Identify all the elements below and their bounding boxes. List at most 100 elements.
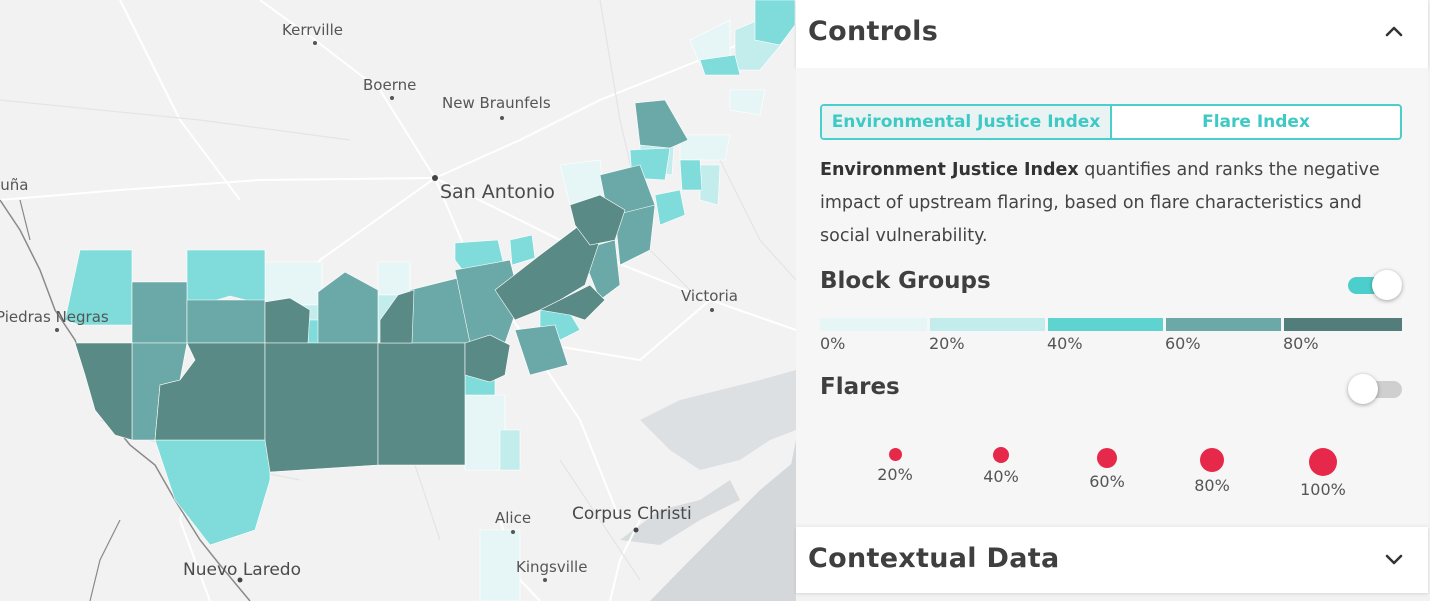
bay-water (640, 370, 796, 470)
block-group[interactable] (514, 324, 569, 376)
block-group[interactable] (264, 297, 311, 344)
roads (0, 0, 801, 601)
legend-swatch-80 (1284, 318, 1402, 331)
block-group[interactable] (479, 529, 521, 601)
block-group[interactable] (569, 194, 626, 246)
toggle-knob (1372, 270, 1402, 300)
block-group[interactable] (679, 134, 731, 161)
block-group[interactable] (679, 159, 703, 191)
block-group[interactable] (454, 259, 521, 344)
city-labels: Kerrville Boerne New Braunfels San Anton… (0, 21, 738, 583)
block-group[interactable] (654, 189, 686, 226)
legend-swatch-40 (1048, 318, 1163, 331)
contextual-data-header[interactable]: Contextual Data (796, 527, 1428, 593)
city-acuna: Acuña (0, 176, 28, 194)
city-new-braunfels: New Braunfels (442, 94, 551, 112)
block-group[interactable] (509, 234, 536, 266)
flare-size-label: 60% (1089, 472, 1125, 491)
block-group[interactable] (699, 164, 721, 206)
chevron-down-icon[interactable] (1382, 547, 1406, 571)
flare-size-label: 40% (983, 467, 1019, 486)
flare-size-item: 20% (860, 448, 930, 484)
legend-label: 0% (820, 334, 846, 353)
legend-swatch-60 (1166, 318, 1281, 331)
index-tabs: Environmental Justice Index Flare Index (820, 104, 1402, 140)
city-dot (55, 328, 59, 332)
flares-toggle[interactable] (1348, 374, 1402, 404)
flare-size-item: 40% (966, 447, 1036, 486)
chevron-up-icon[interactable] (1382, 20, 1406, 44)
block-group[interactable] (64, 249, 133, 326)
block-group[interactable] (74, 342, 133, 441)
contextual-data-title: Contextual Data (808, 543, 1060, 574)
city-kingsville: Kingsville (516, 558, 587, 576)
flare-dot (993, 447, 1009, 463)
side-panel: Controls Environmental Justice Index Fla… (796, 0, 1428, 601)
controls-body: Environmental Justice Index Flare Index … (796, 68, 1428, 524)
city-dot (313, 41, 317, 45)
legend-swatch-0 (820, 318, 927, 331)
border-line (19, 199, 31, 241)
flare-size-label: 80% (1194, 476, 1230, 495)
flare-size-label: 20% (877, 465, 913, 484)
block-group[interactable] (186, 299, 266, 344)
state-line (89, 519, 121, 601)
block-group[interactable] (614, 204, 656, 266)
city-dot (633, 527, 639, 533)
block-group[interactable] (131, 281, 188, 344)
block-group[interactable] (377, 342, 466, 466)
tab-environmental-justice-index[interactable]: Environmental Justice Index (822, 106, 1112, 138)
toggle-knob (1348, 374, 1378, 404)
block-group[interactable] (539, 284, 606, 321)
block-group[interactable] (499, 429, 521, 471)
block-group[interactable] (699, 54, 741, 76)
flare-dot (1200, 448, 1224, 472)
block-group[interactable] (186, 249, 266, 306)
city-dot (390, 96, 394, 100)
flares-title: Flares (820, 374, 900, 400)
city-dot (500, 116, 504, 120)
legend-label: 60% (1165, 334, 1201, 353)
city-nuevo-laredo: Nuevo Laredo (183, 560, 301, 580)
flare-size-item: 100% (1288, 448, 1358, 499)
block-groups-title: Block Groups (820, 268, 991, 294)
block-group[interactable] (754, 0, 796, 46)
index-description: Environment Justice Index quantifies and… (820, 154, 1410, 253)
legend-label: 40% (1047, 334, 1083, 353)
tab-flare-index[interactable]: Flare Index (1202, 112, 1310, 132)
block-group[interactable] (494, 224, 601, 321)
controls-header[interactable]: Controls (796, 0, 1428, 68)
block-group[interactable] (634, 99, 689, 149)
city-dot (543, 578, 547, 582)
gulf-water-2 (650, 460, 796, 601)
block-group[interactable] (317, 271, 379, 344)
block-group[interactable] (464, 334, 511, 383)
flare-size-label: 100% (1300, 480, 1346, 499)
description-text: quantifies and ranks the negative impact… (820, 160, 1380, 246)
city-dot (237, 577, 243, 583)
city-corpus-christi: Corpus Christi (572, 504, 692, 524)
city-piedras-negras: Piedras Negras (0, 308, 109, 326)
city-dot (511, 530, 515, 534)
description-bold: Environment Justice Index (820, 160, 1079, 180)
flare-size-item: 80% (1177, 448, 1247, 495)
block-groups-layer[interactable] (64, 0, 796, 601)
legend-label: 80% (1283, 334, 1319, 353)
block-group[interactable] (264, 261, 323, 306)
block-group[interactable] (264, 342, 379, 473)
legend-label: 20% (929, 334, 965, 353)
flare-size-item: 60% (1072, 448, 1142, 491)
city-kerrville: Kerrville (282, 21, 343, 39)
block-groups-toggle[interactable] (1348, 270, 1402, 300)
city-dot (710, 308, 714, 312)
bay-water-2 (620, 480, 740, 545)
city-dot (432, 175, 438, 181)
block-group[interactable] (729, 89, 766, 116)
block-group[interactable] (379, 289, 415, 344)
city-victoria: Victoria (681, 287, 738, 305)
flare-dot (1097, 448, 1117, 468)
city-san-antonio: San Antonio (440, 181, 555, 203)
flare-dot (1309, 448, 1337, 476)
block-group[interactable] (377, 261, 411, 296)
block-group[interactable] (464, 394, 506, 471)
